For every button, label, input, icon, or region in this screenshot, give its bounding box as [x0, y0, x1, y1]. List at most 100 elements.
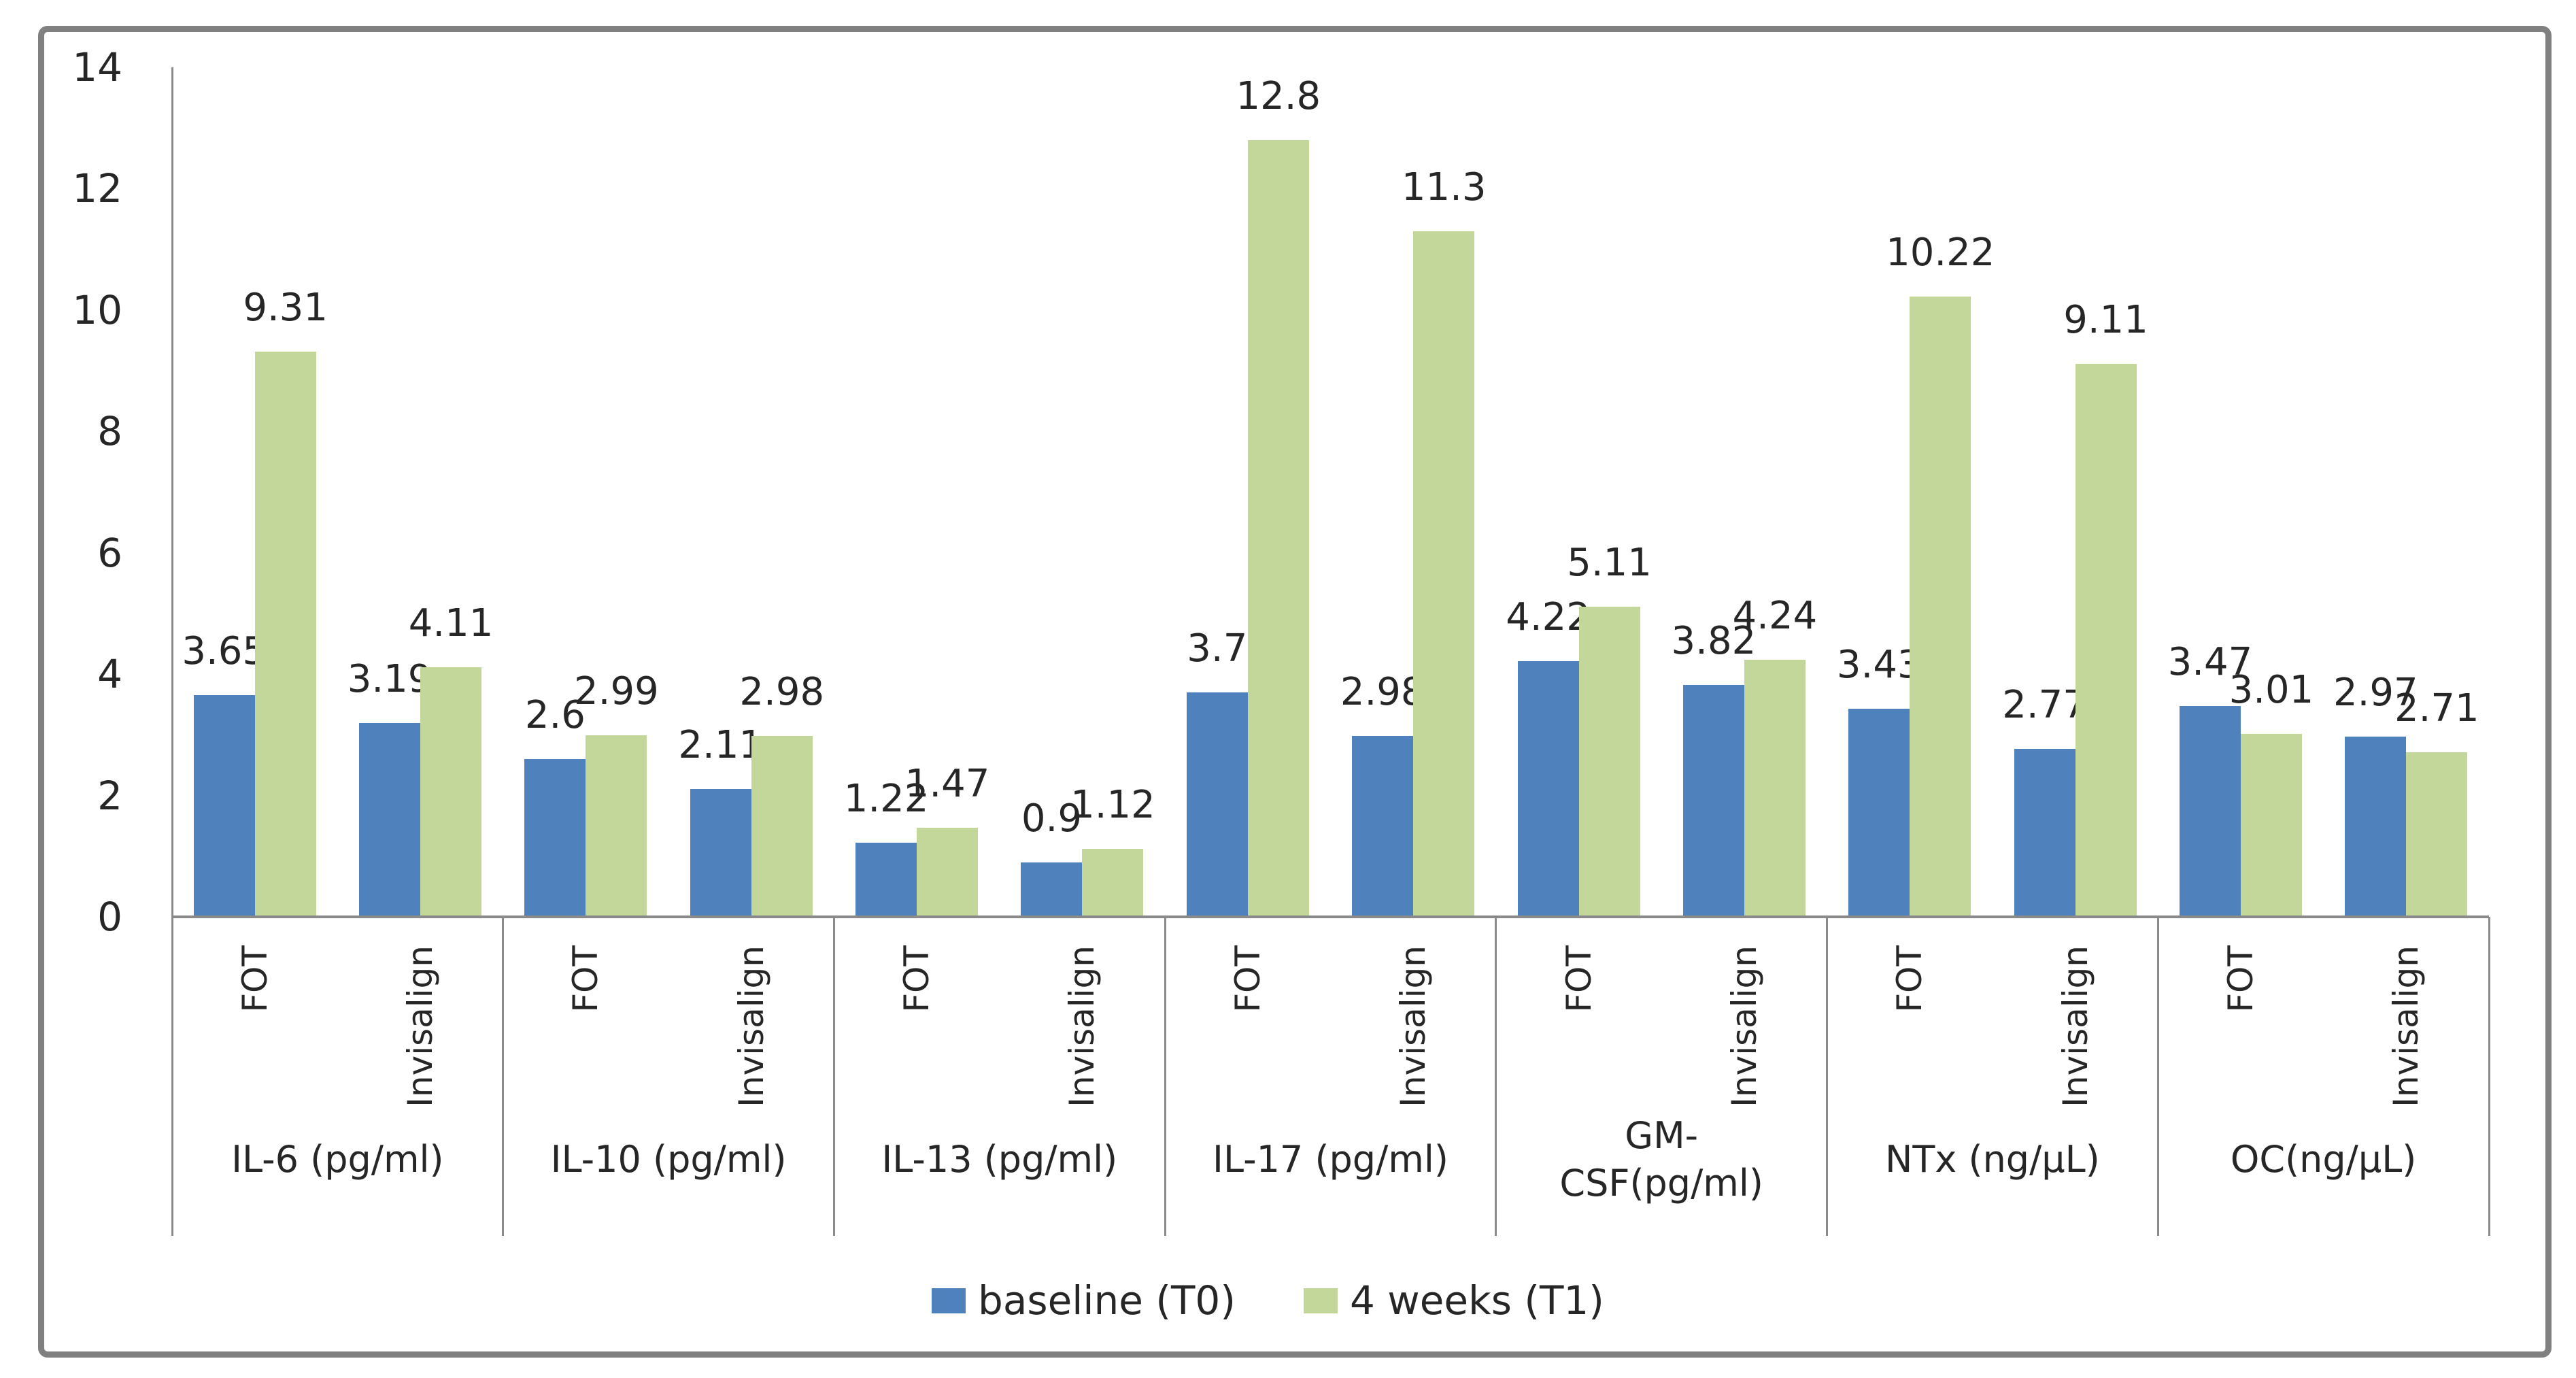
value-label-baselinet0-il10pgml-invisalign: 2.11 [678, 722, 764, 767]
value-label-baselinet0-gmcsfpgml-fot: 4.22 [1506, 594, 1591, 639]
category-label-il10pgml-invisalign: Invisalign [731, 945, 771, 1107]
group-label-il13pgml: IL-13 (pg/ml) [881, 1138, 1118, 1181]
y-tick-label-4: 4 [97, 651, 122, 698]
bar-4weekst1-il17pgml-invisalign [1413, 231, 1475, 917]
value-label-baselinet0-il6pgml-fot: 3.65 [182, 629, 267, 674]
bar-baselinet0-gmcsfpgml-fot [1517, 660, 1579, 917]
y-tick-label-10: 10 [72, 286, 122, 333]
bar-4weekst1-il10pgml-invisalign [751, 736, 813, 917]
value-label-baselinet0-gmcsfpgml-invisalign: 3.82 [1671, 619, 1757, 664]
category-label-il17pgml-fot: FOT [1227, 945, 1268, 1013]
value-label-4weekst1-il6pgml-fot: 9.31 [243, 286, 328, 331]
value-label-4weekst1-ntxngl-fot: 10.22 [1886, 231, 1995, 275]
y-tick-label-0: 0 [97, 894, 122, 940]
value-label-4weekst1-il13pgml-invisalign: 1.12 [1070, 783, 1155, 828]
value-label-baselinet0-ocngl-invisalign: 2.97 [2333, 671, 2418, 716]
bar-4weekst1-il6pgml-fot [254, 352, 316, 917]
category-label-ntxngl-invisalign: Invisalign [2055, 945, 2095, 1107]
value-label-4weekst1-ocngl-invisalign: 2.71 [2394, 686, 2479, 731]
value-label-baselinet0-il17pgml-fot: 3.7 [1187, 626, 1248, 671]
bar-baselinet0-ntxngl-fot [1848, 708, 1910, 917]
y-tick-label-2: 2 [97, 772, 122, 819]
bar-baselinet0-il6pgml-fot [193, 695, 255, 917]
bar-baselinet0-il10pgml-fot [524, 759, 586, 917]
group-label-ntxngl: NTx (ng/µL) [1885, 1138, 2100, 1181]
legend-label-4weekst1: 4 weeks (T1) [1349, 1277, 1604, 1324]
group-separator-line [1164, 917, 1166, 1236]
bar-baselinet0-il17pgml-fot [1186, 692, 1248, 917]
category-label-il13pgml-fot: FOT [897, 945, 937, 1013]
bar-baselinet0-ntxngl-invisalign [2014, 748, 2075, 917]
category-label-ntxngl-fot: FOT [1890, 945, 1930, 1013]
bar-4weekst1-ntxngl-fot [1910, 297, 1971, 917]
group-label-gmcsfpgml: GM- CSF(pg/ml) [1559, 1114, 1763, 1205]
value-label-baselinet0-ntxngl-invisalign: 2.77 [2002, 682, 2087, 727]
group-label-il17pgml: IL-17 (pg/ml) [1213, 1138, 1448, 1181]
group-separator-line [832, 917, 835, 1236]
value-label-4weekst1-il6pgml-invisalign: 4.11 [408, 601, 494, 646]
legend-item-4weekst1: 4 weeks (T1) [1303, 1277, 1604, 1324]
category-label-gmcsfpgml-fot: FOT [1559, 945, 1599, 1013]
legend-swatch-icon-baselinet0 [932, 1288, 966, 1313]
y-tick-label-14: 14 [72, 44, 122, 90]
value-label-4weekst1-ntxngl-invisalign: 9.11 [2063, 298, 2148, 343]
bar-baselinet0-ocngl-invisalign [2345, 737, 2407, 917]
bar-4weekst1-ocngl-fot [2240, 734, 2302, 917]
bar-baselinet0-il6pgml-invisalign [359, 723, 421, 917]
group-label-il10pgml: IL-10 (pg/ml) [550, 1138, 787, 1181]
bar-4weekst1-gmcsfpgml-invisalign [1744, 659, 1806, 917]
bar-4weekst1-ntxngl-invisalign [2075, 364, 2137, 917]
value-label-baselinet0-il13pgml-invisalign: 0.9 [1021, 796, 1082, 841]
category-label-gmcsfpgml-invisalign: Invisalign [1724, 945, 1764, 1107]
legend-label-baselinet0: baseline (T0) [978, 1277, 1236, 1324]
category-label-il6pgml-fot: FOT [235, 945, 275, 1013]
value-label-4weekst1-il17pgml-fot: 12.8 [1236, 74, 1321, 119]
bar-4weekst1-il17pgml-fot [1247, 140, 1309, 917]
bar-4weekst1-il6pgml-invisalign [420, 667, 482, 917]
value-label-baselinet0-il10pgml-fot: 2.6 [524, 693, 586, 738]
value-label-baselinet0-il6pgml-invisalign: 3.19 [347, 657, 433, 702]
group-separator-line [1495, 917, 1497, 1236]
bar-baselinet0-il17pgml-invisalign [1352, 736, 1414, 917]
value-label-4weekst1-il10pgml-invisalign: 2.98 [739, 670, 825, 715]
bar-baselinet0-gmcsfpgml-invisalign [1682, 685, 1744, 917]
bar-baselinet0-il13pgml-fot [855, 843, 917, 917]
bar-baselinet0-ocngl-fot [2179, 706, 2241, 917]
value-label-4weekst1-gmcsfpgml-fot: 5.11 [1567, 541, 1652, 586]
bar-4weekst1-gmcsfpgml-fot [1578, 607, 1640, 917]
group-separator-line [2156, 917, 2159, 1236]
group-separator-line [2488, 917, 2490, 1236]
group-separator-line [171, 917, 173, 1236]
bar-baselinet0-il10pgml-invisalign [690, 788, 751, 917]
y-tick-label-12: 12 [72, 165, 122, 212]
category-label-ocngl-fot: FOT [2220, 945, 2260, 1013]
y-axis-line [171, 67, 173, 917]
y-tick-label-8: 8 [97, 408, 122, 455]
bar-4weekst1-il13pgml-invisalign [1082, 849, 1144, 917]
category-label-il13pgml-invisalign: Invisalign [1062, 945, 1102, 1107]
value-label-4weekst1-il13pgml-fot: 1.47 [904, 761, 990, 806]
group-separator-line [502, 917, 505, 1236]
bar-baselinet0-il13pgml-invisalign [1021, 862, 1083, 917]
bar-4weekst1-il10pgml-fot [586, 735, 647, 917]
x-axis-line [171, 915, 2489, 918]
value-label-baselinet0-il13pgml-fot: 1.22 [843, 777, 929, 822]
category-label-il10pgml-fot: FOT [566, 945, 606, 1013]
group-label-il6pgml: IL-6 (pg/ml) [231, 1138, 444, 1181]
value-label-4weekst1-il17pgml-invisalign: 11.3 [1401, 165, 1487, 209]
category-label-il6pgml-invisalign: Invisalign [401, 945, 441, 1107]
legend: baseline (T0) 4 weeks (T1) [932, 1277, 1604, 1324]
group-separator-line [1826, 917, 1829, 1236]
bar-4weekst1-il13pgml-fot [917, 827, 979, 917]
bar-4weekst1-ocngl-invisalign [2406, 752, 2468, 917]
value-label-4weekst1-il10pgml-fot: 2.99 [574, 669, 659, 714]
legend-swatch-icon-4weekst1 [1303, 1288, 1338, 1313]
group-label-ocngl: OC(ng/µL) [2230, 1138, 2417, 1181]
value-label-baselinet0-ocngl-fot: 3.47 [2167, 640, 2253, 685]
y-tick-label-6: 6 [97, 529, 122, 576]
value-label-4weekst1-gmcsfpgml-invisalign: 4.24 [1732, 593, 1818, 638]
legend-item-baselinet0: baseline (T0) [932, 1277, 1236, 1324]
category-label-ocngl-invisalign: Invisalign [2386, 945, 2426, 1107]
category-label-il17pgml-invisalign: Invisalign [1393, 945, 1434, 1107]
